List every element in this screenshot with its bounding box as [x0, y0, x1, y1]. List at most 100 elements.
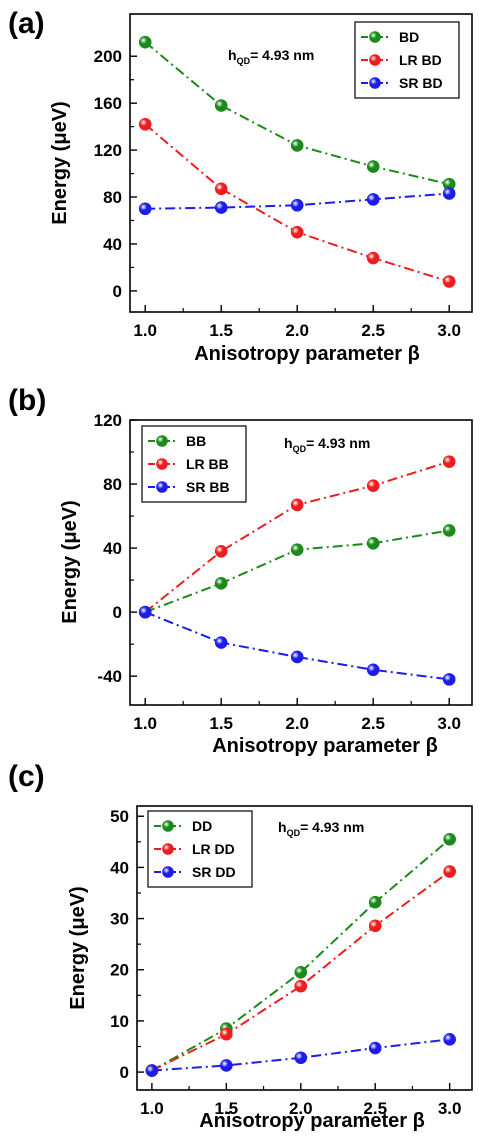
series-lr-bb-point — [290, 498, 304, 512]
series-lr-bb-point — [442, 455, 456, 468]
series-lr-bd-point — [442, 275, 456, 288]
y-axis-label: Energy (μeV) — [49, 101, 71, 224]
series-bd-point — [214, 99, 228, 112]
legend-sr-bb-marker — [156, 481, 168, 493]
series-lr-bd-point — [214, 182, 228, 196]
x-tick-label: 1.5 — [215, 1099, 239, 1118]
series-bb-line — [144, 529, 450, 614]
legend-sr-dd-label: SR DD — [192, 864, 236, 880]
series-sr-dd-point — [294, 1051, 308, 1065]
x-tick-label: 2.5 — [361, 321, 385, 340]
thickness-annotation: hQD= 4.93 nm — [228, 47, 314, 66]
thickness-annotation: hQD= 4.93 nm — [278, 819, 364, 838]
y-tick-label: 40 — [103, 539, 122, 558]
y-tick-label: 120 — [94, 411, 122, 430]
series-sr-dd-point — [145, 1064, 159, 1077]
series-bd-point — [138, 35, 152, 49]
legend-bd-marker — [369, 31, 381, 43]
plot-frame — [129, 13, 473, 313]
series-dd-point — [443, 832, 456, 846]
annotation-subscript: QD — [293, 444, 307, 454]
x-tick-label: 2.0 — [285, 714, 309, 733]
annotation-value: = 4.93 nm — [306, 435, 370, 451]
series-sr-dd-point — [443, 1033, 456, 1046]
legend-lr-bd-label: LR BD — [399, 52, 442, 68]
thickness-annotation: hQD= 4.93 nm — [284, 435, 370, 454]
x-axis-label: Anisotropy parameter β — [199, 1110, 425, 1132]
series-bd-point — [366, 160, 380, 173]
panel-label: (c) — [8, 760, 45, 793]
y-tick-label: 0 — [113, 603, 122, 622]
series-dd-point — [368, 895, 382, 909]
y-tick-label: 30 — [110, 910, 129, 929]
series-sr-bd-point — [366, 193, 380, 206]
y-tick-label: 40 — [103, 235, 122, 254]
panel-c: (c) 1.0 1.5 2.0 2.5 3.0 0 10 20 30 40 50 Anisotropy … — [8, 760, 473, 1132]
panel-b: (b) 1.0 1.5 2.0 2.5 3.0 -40 0 40 80 120 Anisotropy … — [8, 384, 473, 757]
y-tick-label: -40 — [97, 667, 122, 686]
series-bb-point — [214, 577, 228, 590]
y-axis-label: Energy (μeV) — [67, 886, 89, 1009]
y-axis-label: Energy (μeV) — [59, 500, 81, 623]
legend-sr-bb-label: SR BB — [186, 479, 230, 495]
legend: DD LR DD SR DD — [147, 810, 253, 888]
series-lr-bb-point — [366, 479, 380, 492]
y-tick-label: 0 — [120, 1063, 129, 1082]
y-tick-label: 80 — [103, 475, 122, 494]
series-sr-bb-point — [442, 673, 456, 686]
series-lr-dd-point — [443, 865, 456, 878]
x-tick-label: 1.0 — [133, 321, 157, 340]
panel-a: (a) 1.0 1.5 2.0 2.5 3.0 0 40 80 120 160 200 Anisotro… — [8, 7, 473, 365]
series-lr-dd-line — [151, 870, 451, 1072]
series-lr-bd-point — [366, 251, 380, 265]
legend-lr-bb-label: LR BB — [186, 456, 229, 472]
series-dd-point — [294, 966, 308, 979]
x-axis-label: Anisotropy parameter β — [194, 343, 420, 365]
y-tick-label: 40 — [110, 858, 129, 877]
series-sr-bb-point — [290, 650, 304, 664]
series-sr-bd-point — [290, 198, 304, 212]
y-tick-label: 120 — [94, 141, 122, 160]
y-tick-label: 80 — [103, 188, 122, 207]
x-tick-label: 1.5 — [209, 714, 233, 733]
legend-bb-label: BB — [186, 433, 206, 449]
y-tick-label: 160 — [94, 94, 122, 113]
legend-lr-dd-label: LR DD — [192, 841, 235, 857]
y-tick-label: 10 — [110, 1012, 129, 1031]
legend-lr-dd-marker — [162, 843, 174, 855]
annotation-value: = 4.93 nm — [300, 819, 364, 835]
panel-label: (a) — [8, 7, 45, 40]
x-tick-label: 1.0 — [133, 714, 157, 733]
series-sr-bb-point — [138, 605, 152, 619]
legend-sr-bd-marker — [369, 77, 381, 89]
legend: BD LR BD SR BD — [354, 21, 460, 99]
y-tick-label: 200 — [94, 47, 122, 66]
series-sr-dd-point — [368, 1041, 382, 1055]
x-tick-label: 2.0 — [285, 321, 309, 340]
x-tick-label: 1.0 — [140, 1099, 164, 1118]
plot-frame — [136, 805, 473, 1091]
series-bb-point — [290, 543, 304, 556]
plot-frame — [129, 419, 473, 706]
series-lr-dd-point — [220, 1027, 233, 1041]
legend-dd-label: DD — [192, 818, 212, 834]
series-sr-bb-point — [214, 636, 228, 649]
series-sr-bd-point — [138, 202, 152, 216]
x-tick-label: 3.0 — [438, 1099, 462, 1118]
x-tick-label: 3.0 — [437, 714, 461, 733]
series-lr-dd-point — [368, 919, 382, 933]
annotation-subscript: QD — [287, 828, 301, 838]
legend-dd-marker — [162, 820, 174, 832]
y-tick-label: 20 — [110, 961, 129, 980]
legend-lr-bd-marker — [369, 54, 381, 66]
x-tick-label: 2.5 — [361, 714, 385, 733]
x-tick-label: 2.0 — [289, 1099, 313, 1118]
x-axis-label: Anisotropy parameter β — [212, 735, 438, 757]
annotation-base: h — [278, 819, 287, 835]
series-sr-bb-point — [366, 663, 380, 677]
legend: BB LR BB SR BB — [141, 425, 247, 503]
series-bb-point — [366, 536, 380, 550]
x-tick-label: 3.0 — [437, 321, 461, 340]
series-sr-dd-point — [220, 1059, 233, 1072]
